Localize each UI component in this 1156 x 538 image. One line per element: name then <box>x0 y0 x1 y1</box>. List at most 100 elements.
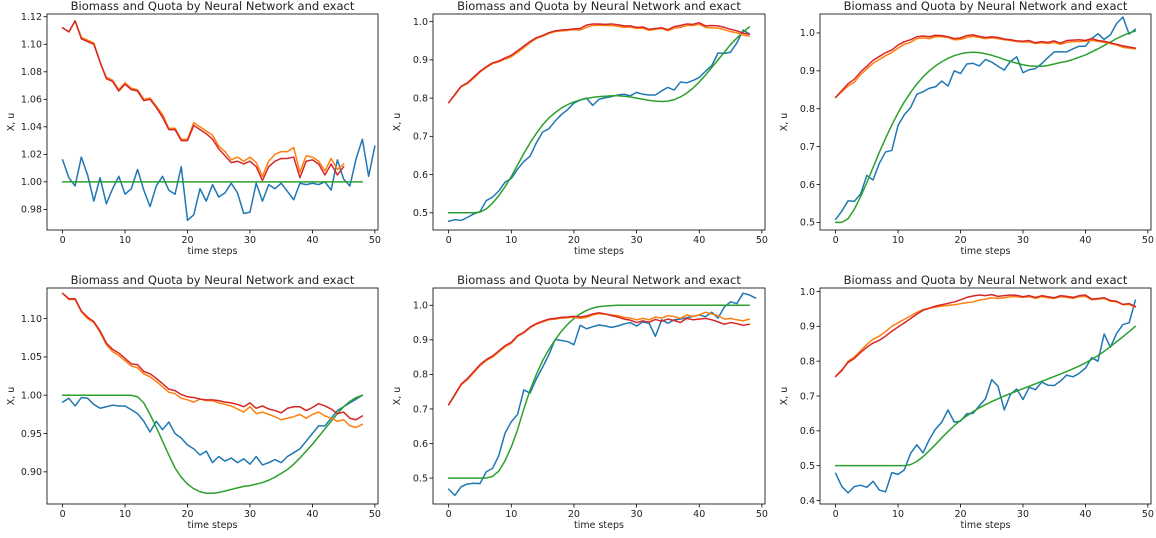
y-tick-label: 1.0 <box>413 301 428 312</box>
y-tick-label: 0.9 <box>413 55 428 66</box>
chart-title: Biomass and Quota by Neural Network and … <box>71 273 355 287</box>
x-tick-label: 40 <box>1079 235 1091 246</box>
x-tick-label: 50 <box>756 509 768 520</box>
series-line-4 <box>834 34 1137 99</box>
subplot-1: 0 10 20 30 40 50 0.98 1.00 1.02 1.04 1.06 1.08 1.10 1… <box>6 0 381 257</box>
x-tick-label: 10 <box>505 509 517 520</box>
x-axis-label: time steps <box>574 520 624 531</box>
y-tick-label: 0.6 <box>800 426 815 437</box>
series-line-2 <box>834 30 1137 224</box>
series-line-2 <box>447 26 751 214</box>
series-line-2 <box>834 325 1137 467</box>
series-group <box>834 16 1137 224</box>
x-tick-label: 20 <box>954 509 966 520</box>
axes-frame <box>46 287 379 505</box>
x-tick-label: 0 <box>60 509 66 520</box>
y-tick-label: 1.0 <box>413 17 428 28</box>
x-tick-label: 50 <box>1142 509 1154 520</box>
y-tick-label: 1.10 <box>21 40 42 51</box>
y-tick-label: 0.5 <box>413 473 428 484</box>
y-tick-label: 1.0 <box>800 28 815 39</box>
subplot-3: 0 10 20 30 40 50 0.5 0.6 0.7 0.8 0.9 1.0 Biomass and… <box>779 0 1154 257</box>
subplot-4: 0 10 20 30 40 50 0.90 0.95 1.00 1.05 1.10 Biomass a… <box>6 273 381 531</box>
chart-title: Biomass and Quota by Neural Network and … <box>457 273 741 287</box>
y-tick-label: 1.00 <box>21 177 42 188</box>
chart-title: Biomass and Quota by Neural Network and … <box>71 0 355 13</box>
x-tick-label: 30 <box>1017 509 1029 520</box>
x-tick-label: 50 <box>756 235 768 246</box>
x-tick-label: 0 <box>833 235 839 246</box>
y-axis-label: X, u <box>392 387 403 406</box>
x-tick-label: 0 <box>833 509 839 520</box>
series-line-1 <box>447 292 757 497</box>
series-group <box>61 20 376 222</box>
x-tick-label: 40 <box>306 509 318 520</box>
y-tick-label: 0.9 <box>800 322 815 333</box>
y-tick-label: 0.98 <box>21 205 42 216</box>
series-group <box>834 293 1137 494</box>
x-tick-label: 0 <box>60 235 66 246</box>
x-tick-label: 20 <box>954 235 966 246</box>
x-tick-label: 40 <box>306 235 318 246</box>
series-line-4 <box>61 20 345 182</box>
axes-frame <box>819 13 1152 231</box>
x-axis-label: time steps <box>574 246 624 257</box>
x-tick-label: 30 <box>244 235 256 246</box>
series-line-4 <box>447 22 751 104</box>
y-tick-label: 0.9 <box>800 66 815 77</box>
y-axis-label: X, u <box>779 387 790 406</box>
axes-frame <box>819 287 1152 505</box>
x-tick-label: 30 <box>631 235 643 246</box>
y-axis-label: X, u <box>779 113 790 132</box>
x-tick-label: 10 <box>892 509 904 520</box>
series-line-2 <box>447 304 751 479</box>
y-tick-label: 0.8 <box>800 104 815 115</box>
series-line-1 <box>61 394 364 466</box>
y-tick-label: 0.5 <box>800 218 815 229</box>
y-tick-label: 1.00 <box>21 391 42 402</box>
series-line-4 <box>61 292 364 421</box>
y-tick-label: 1.08 <box>21 67 42 78</box>
y-tick-label: 1.05 <box>21 352 42 363</box>
y-tick-label: 0.6 <box>413 170 428 181</box>
y-tick-label: 0.6 <box>800 180 815 191</box>
y-tick-label: 0.4 <box>800 496 815 507</box>
chart-title: Biomass and Quota by Neural Network and … <box>844 0 1128 13</box>
x-tick-label: 30 <box>244 509 256 520</box>
y-tick-label: 0.90 <box>21 467 42 478</box>
axes-frame <box>46 13 379 231</box>
x-tick-label: 30 <box>631 509 643 520</box>
x-tick-label: 20 <box>568 235 580 246</box>
series-line-4 <box>834 293 1137 378</box>
series-line-3 <box>447 311 751 406</box>
x-tick-label: 20 <box>181 235 193 246</box>
y-tick-label: 1.04 <box>21 122 42 133</box>
y-tick-label: 0.8 <box>800 356 815 367</box>
x-tick-label: 10 <box>119 509 131 520</box>
y-tick-label: 0.7 <box>800 391 815 402</box>
chart-title: Biomass and Quota by Neural Network and … <box>844 273 1128 287</box>
axes-frame <box>432 287 766 505</box>
chart-title: Biomass and Quota by Neural Network and … <box>457 0 741 13</box>
y-tick-label: 1.10 <box>21 314 42 325</box>
series-line-3 <box>834 35 1137 99</box>
series-line-1 <box>61 138 376 222</box>
x-tick-label: 30 <box>1017 235 1029 246</box>
y-tick-label: 0.7 <box>413 404 428 415</box>
subplot-2: 0 10 20 30 40 50 0.5 0.6 0.7 0.8 0.9 1.0 Biomass and… <box>392 0 768 257</box>
y-tick-label: 0.8 <box>413 93 428 104</box>
axes-frame <box>432 13 766 231</box>
subplot-6: 0 10 20 30 40 50 0.4 0.5 0.6 0.7 0.8 0.9 1.0 Biomass … <box>779 273 1154 531</box>
x-axis-label: time steps <box>188 246 238 257</box>
x-tick-label: 40 <box>693 235 705 246</box>
series-line-3 <box>447 23 751 104</box>
subplot-5: 0 10 20 30 40 50 0.5 0.6 0.7 0.8 0.9 1.0 Biomass and… <box>392 273 768 531</box>
y-tick-label: 1.12 <box>21 12 42 23</box>
series-line-3 <box>834 295 1137 378</box>
x-axis-label: time steps <box>188 520 238 531</box>
x-tick-label: 40 <box>693 509 705 520</box>
x-tick-label: 50 <box>1142 235 1154 246</box>
y-tick-label: 0.7 <box>413 132 428 143</box>
x-tick-label: 10 <box>892 235 904 246</box>
y-tick-label: 0.5 <box>413 208 428 219</box>
